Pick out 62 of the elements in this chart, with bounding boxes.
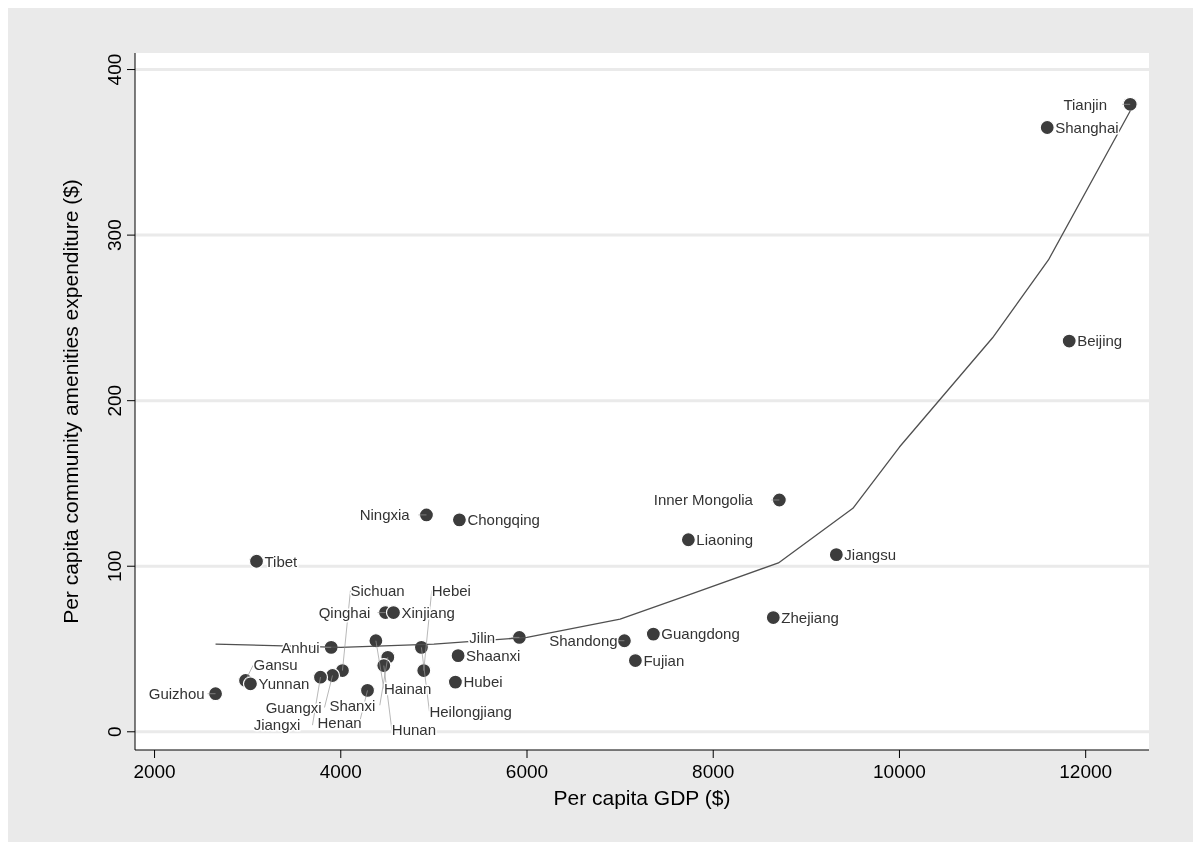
annotation: Shandong (549, 631, 618, 649)
annotation: Jiangxi (253, 716, 301, 734)
point (627, 653, 643, 669)
point (450, 648, 466, 664)
annotation: Shanghai (1055, 118, 1119, 136)
annotation: Henan (317, 713, 362, 731)
point (1039, 119, 1055, 136)
annotation: Hainan (383, 679, 432, 697)
x-tick-label: 8000 (692, 761, 735, 782)
annotation: Fujian (643, 651, 685, 669)
point (359, 682, 376, 698)
annotation: Zhejiang (781, 608, 839, 626)
annotation: Liaoning (696, 530, 754, 548)
annotation: Heilongjiang (429, 702, 512, 720)
point (451, 512, 468, 528)
annotation: Tianjin (1063, 95, 1108, 113)
point (242, 676, 259, 692)
annotation: Gansu (253, 655, 298, 673)
y-tick-label: 400 (104, 53, 125, 86)
point (828, 547, 844, 563)
annotation: Qinghai (318, 603, 371, 621)
y-axis-title: Per capita community amenities expenditure ($) (59, 179, 82, 624)
annotation: Shaanxi (466, 646, 521, 664)
annotation: Guangxi (265, 698, 322, 716)
annotation: Xinjiang (401, 603, 455, 621)
annotation: Jiangsu (844, 545, 897, 563)
point (207, 686, 224, 702)
point (616, 633, 632, 649)
annotation: Inner Mongolia (653, 491, 754, 509)
point (645, 626, 661, 642)
annotation: Shanxi (329, 696, 376, 714)
point (765, 609, 781, 626)
x-tick-label: 2000 (133, 761, 176, 782)
point (418, 507, 435, 523)
point (771, 492, 787, 508)
point (1061, 333, 1077, 349)
x-tick-label: 4000 (319, 761, 362, 782)
y-tick-label: 0 (104, 726, 125, 738)
x-tick-label: 10000 (873, 761, 926, 782)
y-tick-label: 200 (104, 384, 125, 417)
annotation: Hebei (431, 581, 471, 599)
annotation: Guangdong (661, 625, 740, 643)
annotation: Beijing (1077, 332, 1123, 350)
annotation: Guizhou (148, 684, 205, 702)
point (385, 604, 402, 621)
point (680, 532, 696, 548)
annotation: Yunnan (258, 675, 310, 693)
annotation: Hubei (463, 673, 503, 691)
y-tick-label: 100 (104, 550, 125, 583)
annotation: Sichuan (350, 581, 405, 599)
point (447, 674, 463, 690)
point (1122, 96, 1138, 112)
x-tick-label: 12000 (1059, 761, 1113, 782)
annotation: Ningxia (359, 506, 411, 524)
point (248, 553, 265, 569)
annotation: Tibet (264, 552, 299, 570)
annotation: Hunan (391, 720, 436, 738)
x-tick-label: 6000 (505, 761, 549, 782)
x-axis-title: Per capita GDP ($) (553, 786, 731, 809)
point (312, 669, 329, 685)
y-tick-label: 300 (104, 219, 125, 251)
annotation: Chongqing (467, 511, 540, 529)
